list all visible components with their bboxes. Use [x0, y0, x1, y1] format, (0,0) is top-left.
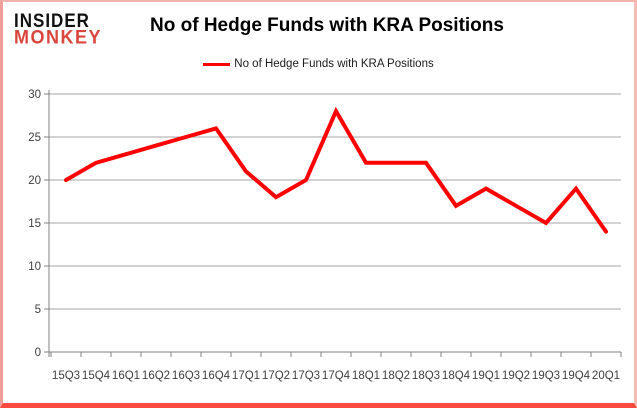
insider-monkey-logo: INSIDER MONKEY [14, 9, 103, 48]
x-axis-label: 19Q1 [472, 370, 500, 382]
x-axis-label: 17Q4 [322, 370, 351, 382]
y-axis-label: 10 [28, 261, 41, 273]
x-axis-label: 18Q2 [382, 370, 410, 382]
x-axis-label: 16Q1 [112, 370, 140, 382]
x-axis-label: 19Q4 [562, 370, 591, 382]
x-axis-label: 20Q1 [592, 370, 620, 382]
line-chart: 0 5 10 15 20 25 30 15Q3 15Q4 16Q1 16Q2 16Q3 16Q4 17Q1… [28, 89, 622, 382]
x-axis-label: 17Q3 [292, 370, 320, 382]
x-axis-label: 16Q3 [172, 370, 200, 382]
x-axis-label: 15Q3 [52, 370, 80, 382]
y-axis-label: 15 [28, 218, 41, 230]
x-axis-label: 18Q4 [442, 370, 471, 382]
x-axis-label: 15Q4 [82, 370, 111, 382]
x-axis-label: 18Q3 [412, 370, 440, 382]
x-axis-label: 18Q1 [352, 370, 380, 382]
x-axis-label: 17Q1 [232, 370, 260, 382]
chart-title: No of Hedge Funds with KRA Positions [150, 15, 504, 36]
x-axis-label: 16Q2 [142, 370, 170, 382]
y-axis-label: 0 [35, 347, 41, 359]
y-axis-label: 25 [28, 132, 41, 144]
y-axis-label: 5 [35, 304, 41, 316]
x-axis-label: 17Q2 [262, 370, 290, 382]
logo-text-insider: INSIDER [14, 9, 90, 32]
x-axis-label: 19Q2 [502, 370, 530, 382]
logo-text-monkey: MONKEY [14, 25, 103, 48]
x-axis-label: 19Q3 [532, 370, 560, 382]
y-axis-label: 20 [28, 175, 41, 187]
y-axis-label: 30 [28, 89, 41, 101]
x-axis-label: 16Q4 [202, 370, 231, 382]
data-series-line [64, 106, 608, 234]
